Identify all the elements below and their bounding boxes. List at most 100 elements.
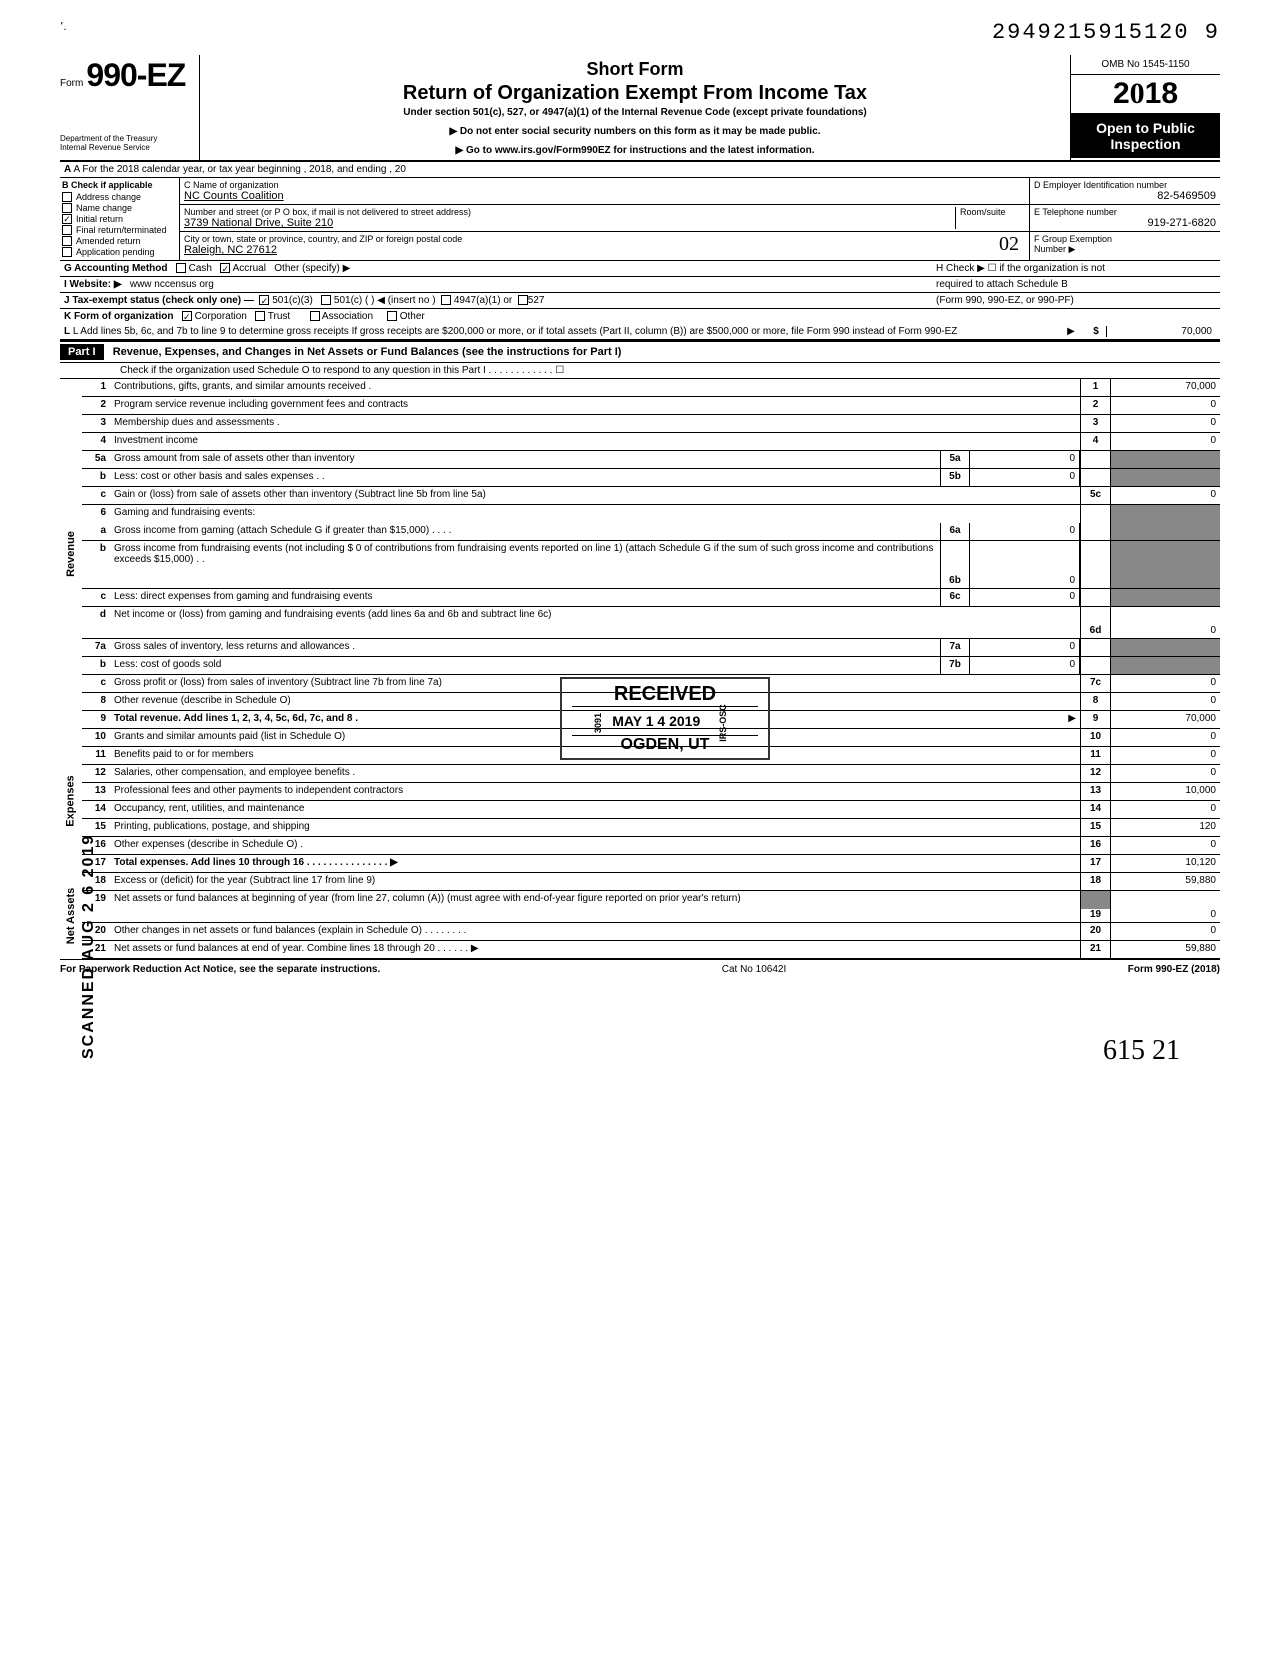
- 501c3-checkbox[interactable]: ✓: [259, 295, 269, 305]
- tax-year-range: A A For the 2018 calendar year, or tax y…: [60, 162, 1220, 177]
- other-label: Other (specify) ▶: [274, 263, 350, 274]
- corp-checkbox[interactable]: ✓: [182, 311, 192, 321]
- row-gi: G Accounting Method Cash ✓ Accrual Other…: [60, 261, 1220, 277]
- row-l: L L Add lines 5b, 6c, and 7b to line 9 t…: [60, 324, 1220, 340]
- ein-label: D Employer Identification number: [1034, 180, 1167, 190]
- main-title: Return of Organization Exempt From Incom…: [210, 82, 1060, 105]
- handwritten-note: 615 21: [60, 1035, 1220, 1067]
- group-exempt-field: F Group Exemption Number ▶: [1030, 232, 1220, 257]
- header-row: Form 990-EZ Department of the Treasury I…: [60, 55, 1220, 162]
- grp-label: F Group Exemption: [1034, 234, 1112, 244]
- received-stamp: RECEIVED 3091 MAY 1 4 2019 IRS-OSC OGDEN…: [560, 677, 770, 760]
- line-6b: bGross income from fundraising events (n…: [82, 541, 1220, 589]
- cash-label: Cash: [189, 263, 212, 274]
- row-k: K Form of organization ✓ Corporation Tru…: [60, 309, 1220, 324]
- tel-label: E Telephone number: [1034, 207, 1117, 217]
- accrual-label: Accrual: [233, 263, 266, 274]
- column-d: D Employer Identification number 82-5469…: [1030, 178, 1220, 260]
- col-b-header: B Check if applicable: [62, 180, 177, 190]
- row-i: I Website: ▶ www nccensus org required t…: [60, 277, 1220, 293]
- tel-field: E Telephone number 919-271-6820: [1030, 205, 1220, 232]
- handwritten-02: 02: [999, 233, 1019, 256]
- section-bcd: B Check if applicable Address change Nam…: [60, 178, 1220, 261]
- cat-number: Cat No 10642I: [722, 964, 787, 975]
- instruction-line-2: ▶ Go to www.irs.gov/Form990EZ for instru…: [210, 145, 1060, 156]
- address-field: Number and street (or P O box, if mail i…: [180, 205, 1029, 232]
- line-18: 18Excess or (deficit) for the year (Subt…: [82, 873, 1220, 891]
- line-1: 1Contributions, gifts, grants, and simil…: [82, 379, 1220, 397]
- assoc-checkbox[interactable]: [310, 311, 320, 321]
- line-2: 2Program service revenue including gover…: [82, 397, 1220, 415]
- line-3: 3Membership dues and assessments .30: [82, 415, 1220, 433]
- chk-address-change[interactable]: Address change: [62, 192, 177, 202]
- omb-number: OMB No 1545-1150: [1071, 55, 1220, 75]
- 527-checkbox[interactable]: [518, 295, 528, 305]
- document-number: 2949215915120 9: [992, 20, 1220, 45]
- column-b: B Check if applicable Address change Nam…: [60, 178, 180, 260]
- netassets-section: Net Assets 18Excess or (deficit) for the…: [60, 873, 1220, 959]
- chk-initial-return[interactable]: ✓Initial return: [62, 214, 177, 224]
- cash-checkbox[interactable]: [176, 263, 186, 273]
- line-5a: 5aGross amount from sale of assets other…: [82, 451, 1220, 469]
- line-6d: dNet income or (loss) from gaming and fu…: [82, 607, 1220, 639]
- form-number: 990-EZ: [86, 57, 185, 93]
- expenses-side-label: Expenses: [60, 729, 82, 873]
- chk-name-change[interactable]: Name change: [62, 203, 177, 213]
- grp-label2: Number ▶: [1034, 244, 1075, 254]
- open-to-public: Open to Public Inspection: [1071, 114, 1220, 158]
- line-6a: aGross income from gaming (attach Schedu…: [82, 523, 1220, 541]
- org-name-value: NC Counts Coalition: [184, 190, 284, 202]
- right-box: OMB No 1545-1150 20201818 Open to Public…: [1070, 55, 1220, 160]
- received-text: RECEIVED: [572, 683, 758, 707]
- top-row: ՚. 2949215915120 9: [60, 20, 1220, 45]
- line-6: 6Gaming and fundraising events:: [82, 505, 1220, 523]
- line-5b: bLess: cost or other basis and sales exp…: [82, 469, 1220, 487]
- ein-value: 82-5469509: [1034, 190, 1216, 202]
- 4947-checkbox[interactable]: [441, 295, 451, 305]
- accrual-checkbox[interactable]: ✓: [220, 263, 230, 273]
- addr-label: Number and street (or P O box, if mail i…: [184, 207, 955, 217]
- chk-app-pending[interactable]: Application pending: [62, 247, 177, 257]
- other-org-checkbox[interactable]: [387, 311, 397, 321]
- form-prefix: Form: [60, 78, 83, 89]
- line-16: 16Other expenses (describe in Schedule O…: [82, 837, 1220, 855]
- line-19: 19Net assets or fund balances at beginni…: [82, 891, 1220, 923]
- line-5c: cGain or (loss) from sale of assets othe…: [82, 487, 1220, 505]
- subtitle: Under section 501(c), 527, or 4947(a)(1)…: [210, 107, 1060, 118]
- org-name-field: C Name of organization NC Counts Coaliti…: [180, 178, 1029, 205]
- row-a: A A For the 2018 calendar year, or tax y…: [60, 162, 1220, 178]
- website-value: www nccensus org: [130, 279, 214, 290]
- line-6c: cLess: direct expenses from gaming and f…: [82, 589, 1220, 607]
- netassets-side-label: Net Assets: [60, 873, 82, 959]
- line-15: 15Printing, publications, postage, and s…: [82, 819, 1220, 837]
- column-c: C Name of organization NC Counts Coaliti…: [180, 178, 1030, 260]
- g-label: G Accounting Method: [64, 263, 168, 274]
- line-14: 14Occupancy, rent, utilities, and mainte…: [82, 801, 1220, 819]
- line-12: 12Salaries, other compensation, and empl…: [82, 765, 1220, 783]
- tel-value: 919-271-6820: [1034, 217, 1216, 229]
- 501c-checkbox[interactable]: [321, 295, 331, 305]
- l-arrow: ▶: [1056, 326, 1086, 337]
- h-text3: (Form 990, 990-EZ, or 990-PF): [936, 295, 1216, 306]
- open-line1: Open to Public: [1096, 120, 1195, 136]
- instruction-line-1: ▶ Do not enter social security numbers o…: [210, 126, 1060, 137]
- i-label: I Website: ▶: [64, 279, 122, 290]
- part1-sub: Check if the organization used Schedule …: [60, 363, 1220, 379]
- tick-mark: ՚.: [60, 20, 67, 33]
- line-4: 4Investment income40: [82, 433, 1220, 451]
- paperwork-notice: For Paperwork Reduction Act Notice, see …: [60, 964, 380, 975]
- trust-checkbox[interactable]: [255, 311, 265, 321]
- k-label: K Form of organization: [64, 311, 173, 322]
- room-label: Room/suite: [960, 207, 1025, 217]
- h-text2: required to attach Schedule B: [936, 279, 1216, 290]
- j-label: J Tax-exempt status (check only one) —: [64, 295, 254, 306]
- received-date: MAY 1 4 2019: [612, 713, 700, 729]
- ein-field: D Employer Identification number 82-5469…: [1030, 178, 1220, 205]
- line-7b: bLess: cost of goods sold7b0: [82, 657, 1220, 675]
- chk-final-return[interactable]: Final return/terminated: [62, 225, 177, 235]
- line-21: 21Net assets or fund balances at end of …: [82, 941, 1220, 959]
- short-form-label: Short Form: [210, 59, 1060, 80]
- chk-amended[interactable]: Amended return: [62, 236, 177, 246]
- l-text: L Add lines 5b, 6c, and 7b to line 9 to …: [73, 326, 958, 337]
- form-box: Form 990-EZ Department of the Treasury I…: [60, 55, 200, 160]
